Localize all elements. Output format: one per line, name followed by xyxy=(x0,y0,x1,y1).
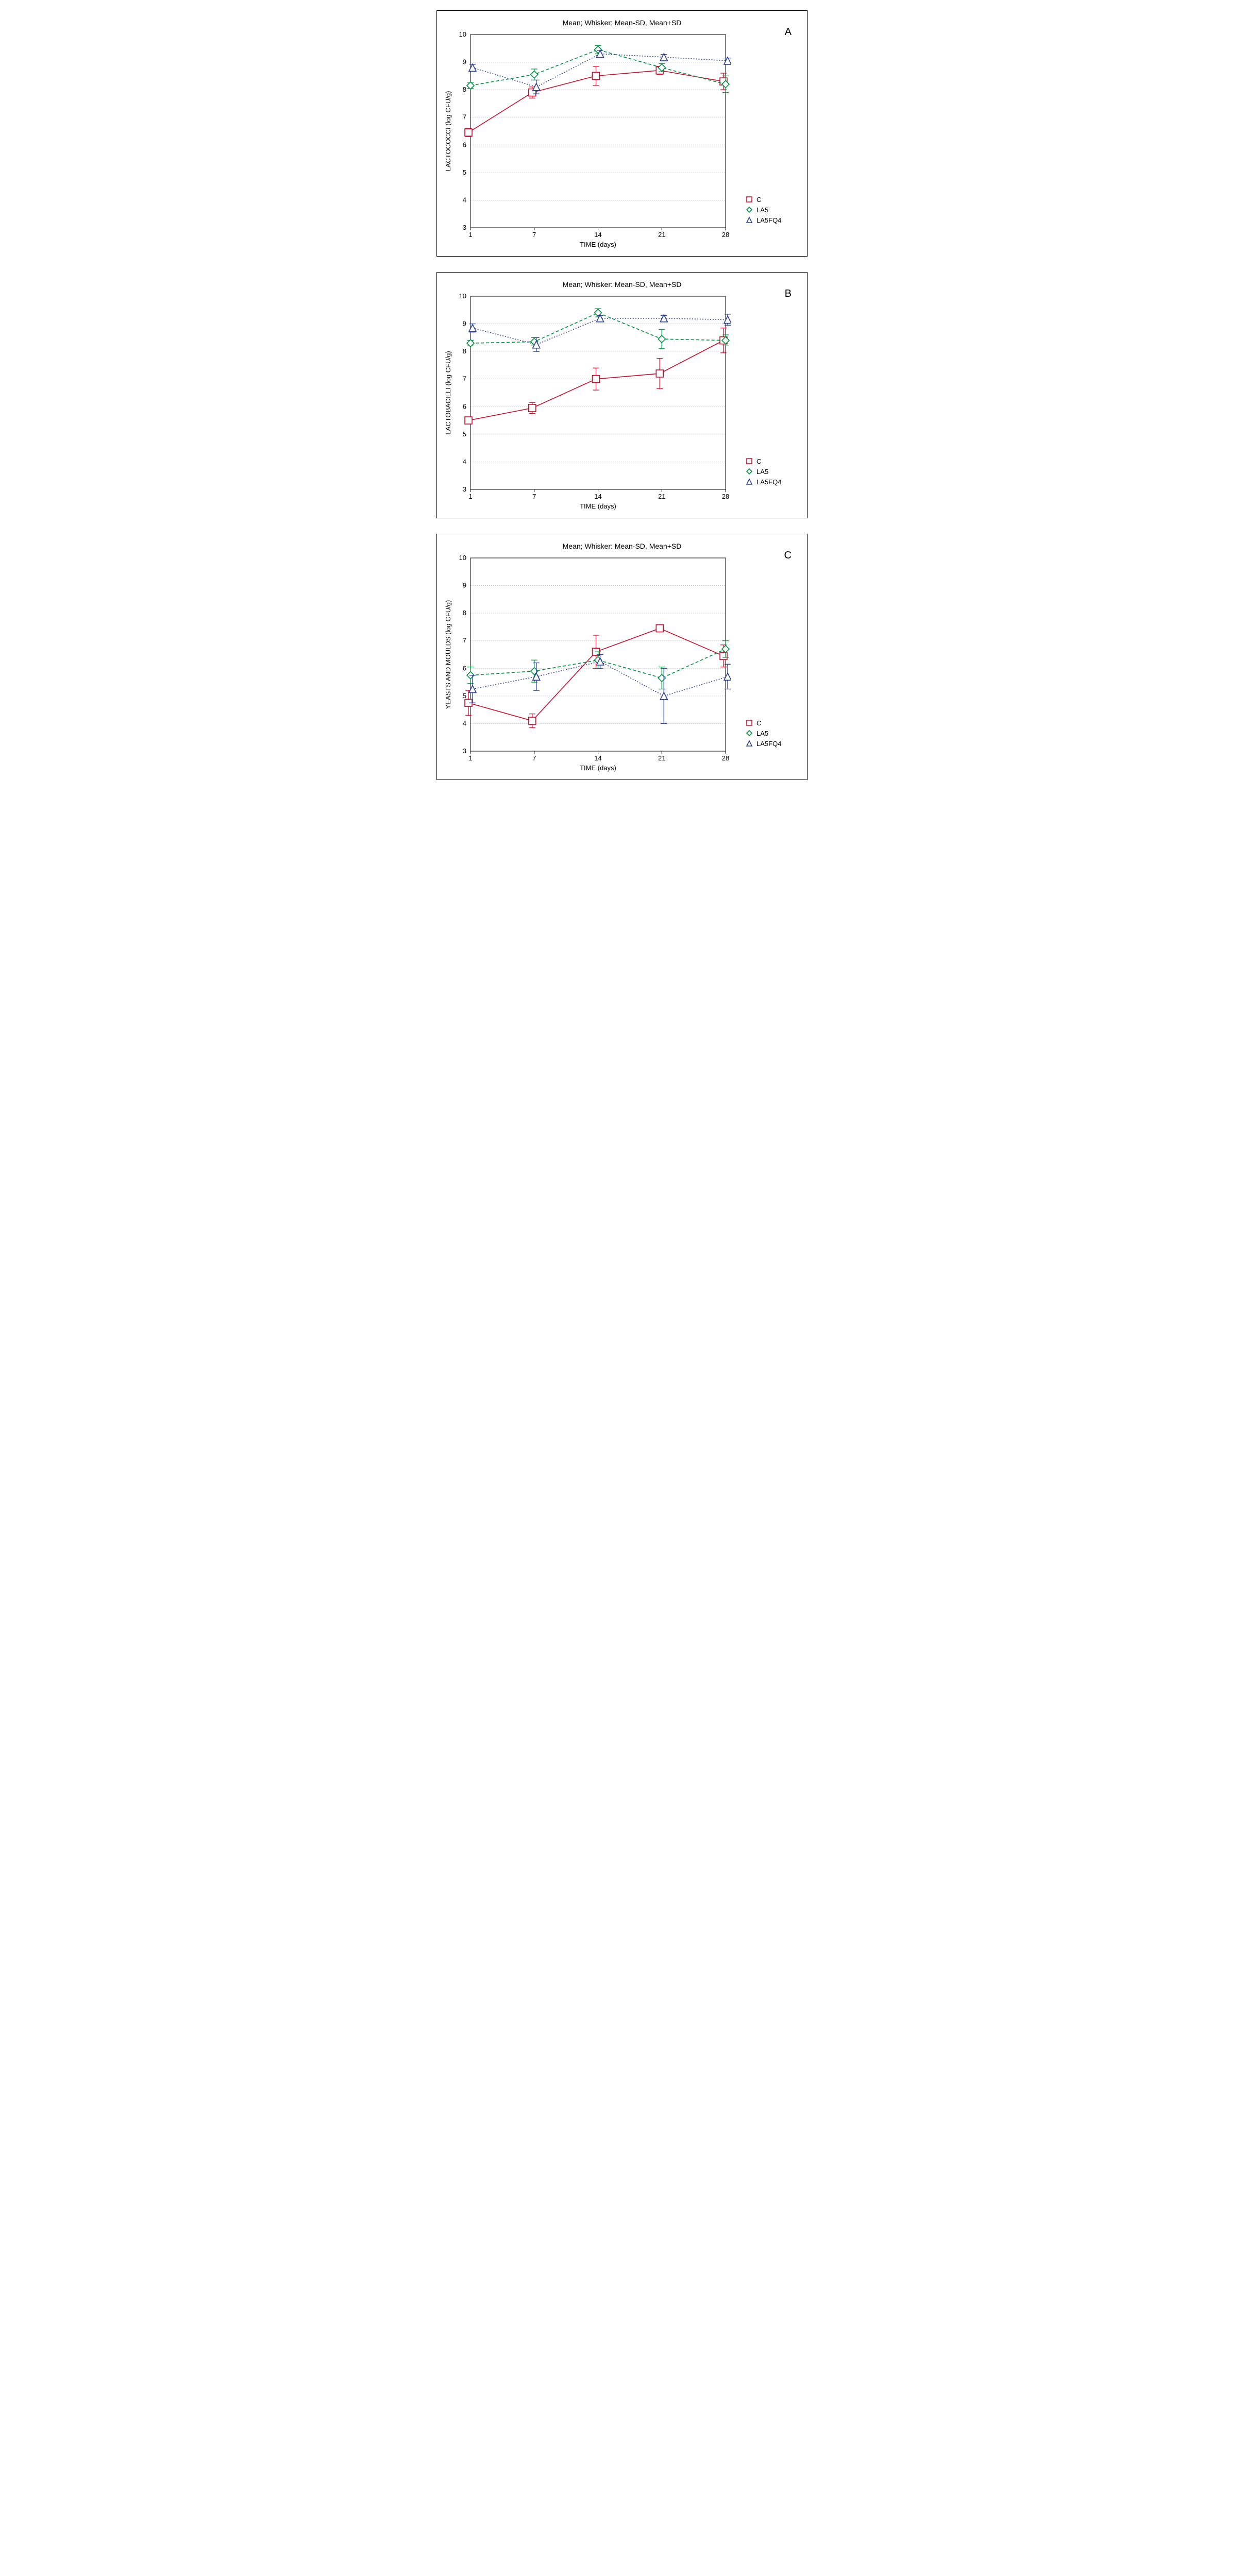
legend-label: C xyxy=(757,196,761,204)
svg-text:14: 14 xyxy=(594,754,601,762)
legend-marker-icon xyxy=(745,729,753,737)
legend-label: LA5FQ4 xyxy=(757,216,781,224)
panel-subtitle: Mean; Whisker: Mean-SD, Mean+SD xyxy=(442,542,802,550)
legend-marker-icon xyxy=(745,719,753,727)
svg-text:8: 8 xyxy=(463,86,466,93)
legend-item-C: C xyxy=(745,195,802,204)
legend-label: LA5 xyxy=(757,206,768,214)
svg-text:4: 4 xyxy=(463,719,466,727)
legend-marker-icon xyxy=(745,457,753,465)
legend-marker-icon xyxy=(745,206,753,214)
legend-marker-icon xyxy=(745,478,753,486)
legend-item-LA5: LA5 xyxy=(745,206,802,214)
svg-text:7: 7 xyxy=(532,231,536,239)
svg-text:9: 9 xyxy=(463,58,466,66)
chart-svg: 3 4 5 6 7 8 9 10 1 7 14 21 28 TIME (days) YEASTS AND M… xyxy=(442,553,731,774)
svg-text:TIME (days): TIME (days) xyxy=(580,502,616,510)
legend-marker-icon xyxy=(745,195,753,204)
svg-text:3: 3 xyxy=(463,485,466,493)
legend-label: LA5 xyxy=(757,468,768,476)
svg-text:9: 9 xyxy=(463,582,466,589)
legend-item-C: C xyxy=(745,719,802,727)
svg-text:1: 1 xyxy=(468,754,472,762)
svg-text:3: 3 xyxy=(463,224,466,231)
svg-text:28: 28 xyxy=(722,754,729,762)
svg-text:LACTOCOCCI (log CFU/g): LACTOCOCCI (log CFU/g) xyxy=(444,91,452,172)
legend-item-C: C xyxy=(745,457,802,465)
legend-item-LA5FQ4: LA5FQ4 xyxy=(745,478,802,486)
svg-text:7: 7 xyxy=(463,113,466,121)
legend-marker-icon xyxy=(745,739,753,748)
legend-label: LA5FQ4 xyxy=(757,478,781,486)
svg-text:28: 28 xyxy=(722,493,729,500)
svg-text:3: 3 xyxy=(463,747,466,755)
svg-text:21: 21 xyxy=(658,754,665,762)
svg-text:7: 7 xyxy=(463,375,466,383)
svg-text:5: 5 xyxy=(463,168,466,176)
chart-svg: 3 4 5 6 7 8 9 10 1 7 14 21 28 TIME (days) LACTOBACILLI… xyxy=(442,291,731,513)
legend-label: LA5FQ4 xyxy=(757,740,781,748)
legend-marker-icon xyxy=(745,216,753,224)
svg-text:TIME (days): TIME (days) xyxy=(580,241,616,248)
svg-text:7: 7 xyxy=(532,754,536,762)
legend: C LA5 LA5FQ4 xyxy=(740,553,802,774)
legend-item-LA5: LA5 xyxy=(745,729,802,737)
panel-letter: A xyxy=(785,26,792,38)
svg-text:5: 5 xyxy=(463,692,466,700)
svg-text:10: 10 xyxy=(459,30,466,38)
svg-text:28: 28 xyxy=(722,231,729,239)
svg-text:10: 10 xyxy=(459,292,466,300)
legend-label: LA5 xyxy=(757,730,768,737)
svg-text:7: 7 xyxy=(532,493,536,500)
chart-panel-A: Mean; Whisker: Mean-SD, Mean+SDA 3 4 5 6 7 8 9 1… xyxy=(436,10,808,257)
svg-text:YEASTS AND MOULDS (log CFU/g): YEASTS AND MOULDS (log CFU/g) xyxy=(444,600,452,709)
svg-text:14: 14 xyxy=(594,231,601,239)
panel-subtitle: Mean; Whisker: Mean-SD, Mean+SD xyxy=(442,280,802,289)
legend-item-LA5FQ4: LA5FQ4 xyxy=(745,216,802,224)
svg-text:14: 14 xyxy=(594,493,601,500)
svg-text:7: 7 xyxy=(463,637,466,645)
svg-text:1: 1 xyxy=(468,493,472,500)
legend-item-LA5: LA5 xyxy=(745,467,802,476)
legend-label: C xyxy=(757,719,761,727)
svg-text:5: 5 xyxy=(463,430,466,438)
svg-text:21: 21 xyxy=(658,231,665,239)
legend-label: C xyxy=(757,457,761,465)
panel-letter: B xyxy=(785,288,792,300)
svg-text:4: 4 xyxy=(463,457,466,465)
svg-text:10: 10 xyxy=(459,554,466,562)
chart-panel-B: Mean; Whisker: Mean-SD, Mean+SDB 3 4 5 6 7 8 9 1… xyxy=(436,272,808,518)
svg-text:8: 8 xyxy=(463,609,466,617)
chart-panel-C: Mean; Whisker: Mean-SD, Mean+SDC34567891… xyxy=(436,534,808,780)
svg-text:4: 4 xyxy=(463,196,466,204)
panel-letter: C xyxy=(784,550,792,562)
legend: C LA5 LA5FQ4 xyxy=(740,29,802,251)
svg-text:6: 6 xyxy=(463,664,466,672)
svg-text:6: 6 xyxy=(463,141,466,148)
svg-text:6: 6 xyxy=(463,402,466,410)
legend-item-LA5FQ4: LA5FQ4 xyxy=(745,739,802,748)
svg-text:LACTOBACILLI (log CFU/g): LACTOBACILLI (log CFU/g) xyxy=(444,351,452,434)
svg-text:TIME (days): TIME (days) xyxy=(580,764,616,772)
svg-text:21: 21 xyxy=(658,493,665,500)
chart-svg: 3 4 5 6 7 8 9 10 1 7 14 21 28 TIME (days) LACTOCOCCI (… xyxy=(442,29,731,251)
legend: C LA5 LA5FQ4 xyxy=(740,291,802,513)
svg-text:9: 9 xyxy=(463,320,466,328)
legend-marker-icon xyxy=(745,467,753,476)
svg-text:8: 8 xyxy=(463,347,466,355)
svg-text:1: 1 xyxy=(468,231,472,239)
panel-subtitle: Mean; Whisker: Mean-SD, Mean+SD xyxy=(442,19,802,27)
